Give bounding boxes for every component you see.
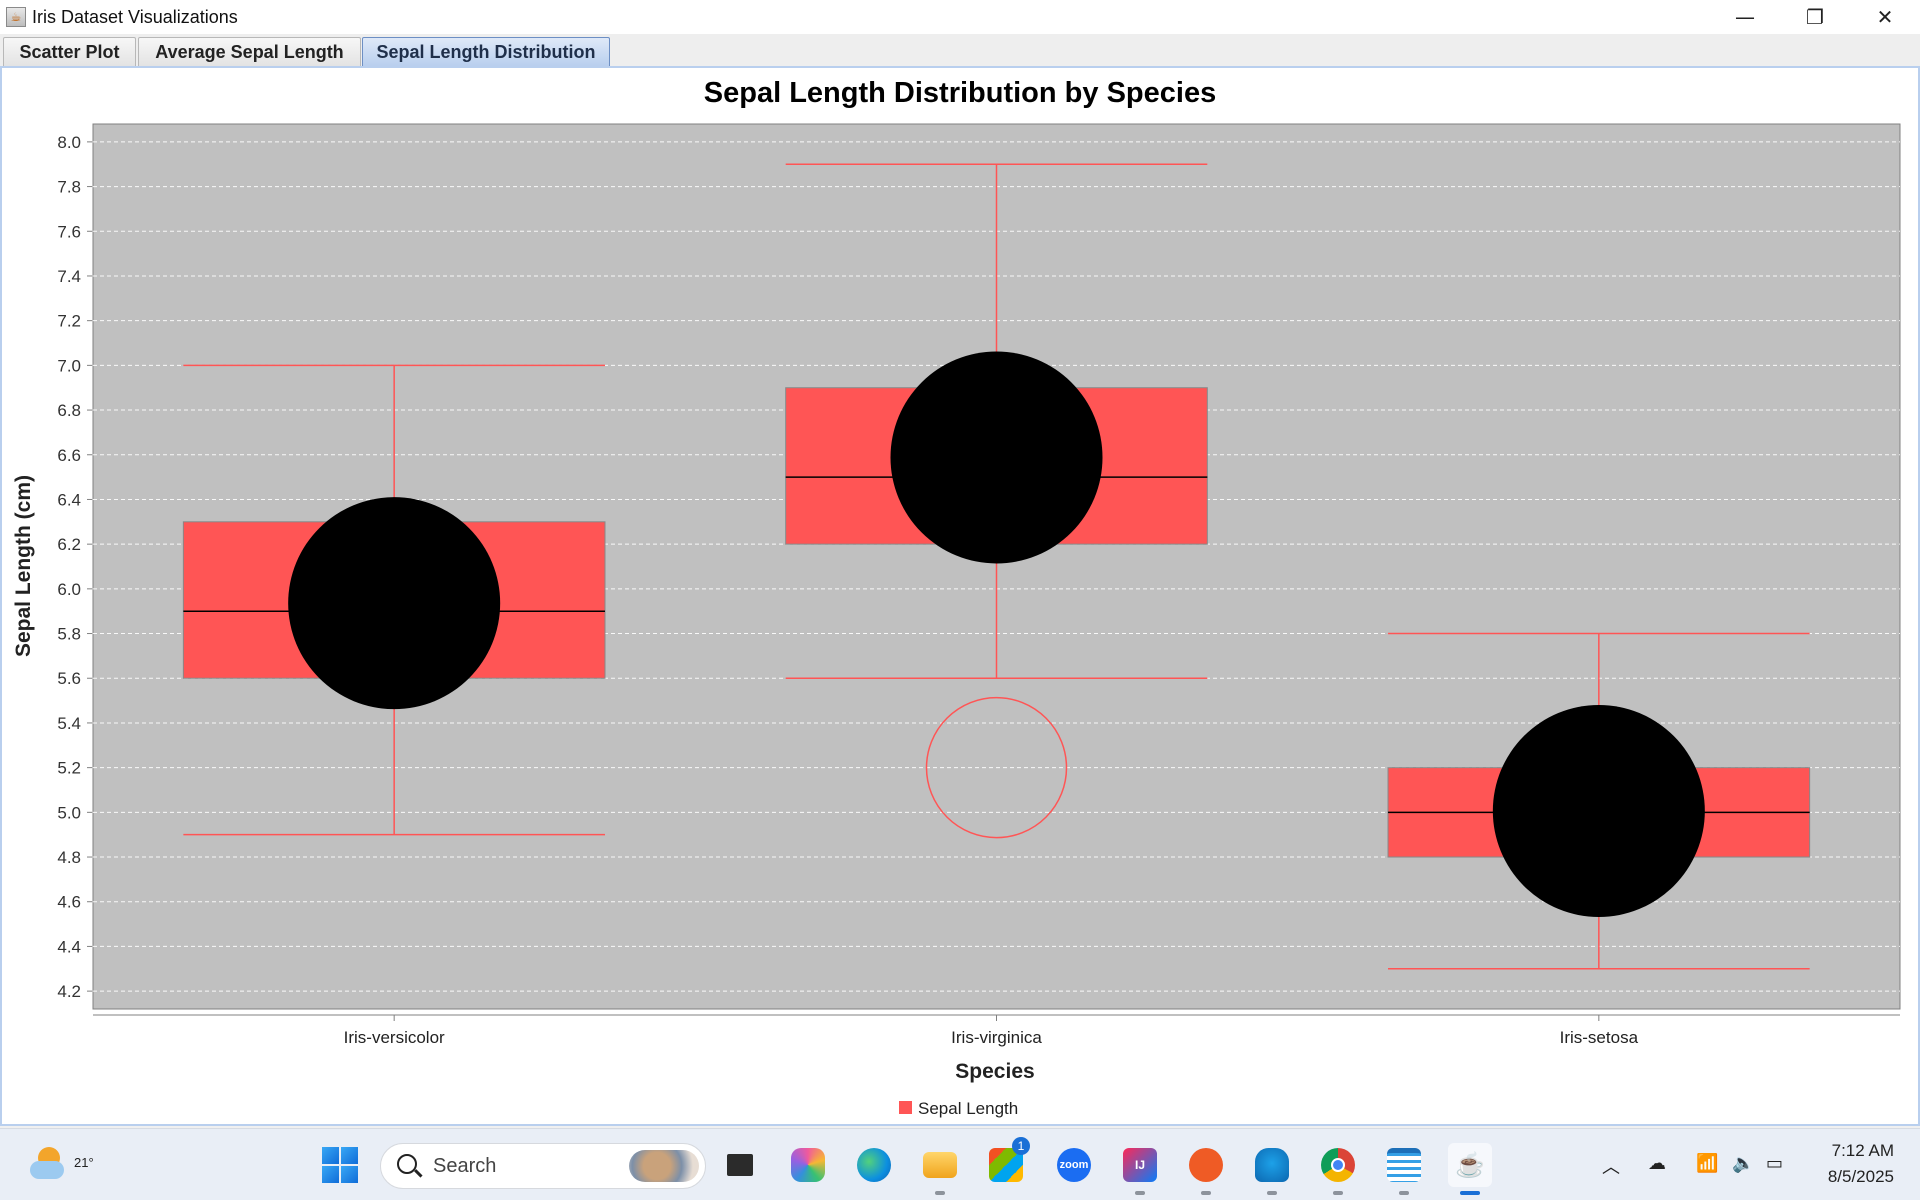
chart-panel: Sepal Length Distribution by Species 4.2… xyxy=(0,66,1920,1126)
volume-icon[interactable]: 🔈 xyxy=(1732,1153,1755,1174)
box-iris-setosa xyxy=(1387,632,1811,970)
search-highlight-image xyxy=(629,1150,699,1182)
y-tick-label: 7.4 xyxy=(57,267,81,286)
tab-sepal-length-distribution[interactable]: Sepal Length Distribution xyxy=(362,37,610,66)
box-iris-virginica xyxy=(785,163,1208,839)
java-app-icon: ☕ xyxy=(6,7,26,27)
x-axis-ticks: Iris-versicolor Iris-virginica Iris-setosa xyxy=(344,1015,1639,1047)
title-bar: ☕ Iris Dataset Visualizations — ❐ ✕ xyxy=(0,0,1920,34)
onedrive-offline-icon[interactable]: ☁ xyxy=(1648,1153,1666,1174)
box-iris-versicolor xyxy=(182,364,606,836)
clock-date[interactable]: 8/5/2025 xyxy=(1827,1167,1894,1186)
copilot-icon[interactable] xyxy=(786,1143,830,1187)
store-notification-badge: 1 xyxy=(1012,1137,1030,1155)
y-tick-label: 7.2 xyxy=(57,312,81,331)
box-plot-chart: Sepal Length Distribution by Species 4.2… xyxy=(12,77,1901,1118)
taskbar-search-box[interactable]: Search xyxy=(380,1143,706,1189)
y-tick-label: 6.0 xyxy=(57,580,81,599)
y-tick-label: 4.6 xyxy=(57,893,81,912)
window-title: Iris Dataset Visualizations xyxy=(32,6,238,27)
search-placeholder: Search xyxy=(433,1155,497,1177)
boxes xyxy=(182,163,1811,970)
windows-logo-tile xyxy=(341,1147,358,1164)
mysql-workbench-icon[interactable] xyxy=(1250,1143,1294,1195)
weather-temperature: 21° xyxy=(74,1155,94,1170)
chrome-browser-icon[interactable] xyxy=(1316,1143,1360,1195)
y-tick-label: 8.0 xyxy=(57,133,81,152)
microsoft-store-icon[interactable]: 1 xyxy=(984,1137,1030,1187)
y-tick-label: 7.8 xyxy=(57,178,81,197)
cloud-icon xyxy=(30,1161,64,1179)
weather-widget[interactable]: 21° xyxy=(26,1141,94,1189)
tab-average-sepal-length[interactable]: Average Sepal Length xyxy=(138,37,361,66)
taskbar: 21° Search 1 zoom IJ xyxy=(0,1128,1920,1200)
y-tick-label: 4.4 xyxy=(57,937,81,956)
y-tick-label: 7.0 xyxy=(57,356,81,375)
y-axis-label: Sepal Length (cm) xyxy=(12,475,35,657)
legend-label: Sepal Length xyxy=(918,1099,1018,1118)
clock-time[interactable]: 7:12 AM xyxy=(1831,1141,1894,1160)
x-tick-label: Iris-versicolor xyxy=(344,1028,445,1047)
y-tick-label: 5.6 xyxy=(57,669,81,688)
task-view-icon[interactable] xyxy=(718,1143,762,1187)
y-tick-label: 4.2 xyxy=(57,982,81,1001)
x-axis-label: Species xyxy=(955,1060,1034,1083)
notepad-icon[interactable] xyxy=(1382,1143,1426,1195)
wifi-icon[interactable]: 📶 xyxy=(1696,1153,1719,1174)
zoom-icon[interactable]: zoom xyxy=(1052,1143,1096,1187)
windows-start-button[interactable] xyxy=(322,1147,358,1183)
y-tick-label: 6.4 xyxy=(57,490,81,509)
restore-button[interactable]: ❐ xyxy=(1806,5,1824,29)
windows-logo-tile xyxy=(322,1166,339,1183)
tab-scatter-plot[interactable]: Scatter Plot xyxy=(3,37,136,66)
x-tick-label: Iris-setosa xyxy=(1560,1028,1639,1047)
mean-marker xyxy=(890,351,1103,564)
y-tick-label: 6.2 xyxy=(57,535,81,554)
outlier-point xyxy=(925,696,1068,839)
y-tick-label: 5.0 xyxy=(57,803,81,822)
y-tick-label: 5.2 xyxy=(57,759,81,778)
mean-marker xyxy=(288,497,501,710)
intellij-idea-icon[interactable]: IJ xyxy=(1118,1143,1162,1195)
y-axis-ticks: 4.2 4.4 4.6 4.8 5.0 5.2 5.4 5.6 5.8 6.0 6.2 6.4 6.6 6… xyxy=(57,133,92,1001)
mean-marker xyxy=(1492,704,1705,917)
show-hidden-icons-chevron-icon[interactable]: ︿ xyxy=(1602,1157,1620,1178)
x-tick-label: Iris-virginica xyxy=(951,1028,1042,1047)
y-tick-label: 6.6 xyxy=(57,446,81,465)
tab-strip: Scatter Plot Average Sepal Length Sepal … xyxy=(0,34,1920,66)
postman-icon[interactable] xyxy=(1184,1143,1228,1195)
close-button[interactable]: ✕ xyxy=(1876,5,1894,29)
windows-logo-tile xyxy=(341,1166,358,1183)
battery-icon[interactable]: ▭ xyxy=(1766,1153,1784,1174)
y-tick-label: 5.8 xyxy=(57,625,81,644)
java-application-icon[interactable]: ☕ xyxy=(1448,1143,1492,1195)
file-explorer-icon[interactable] xyxy=(918,1143,962,1195)
y-tick-label: 4.8 xyxy=(57,848,81,867)
y-tick-label: 6.8 xyxy=(57,401,81,420)
edge-browser-icon[interactable] xyxy=(852,1143,896,1187)
y-tick-label: 5.4 xyxy=(57,714,81,733)
windows-logo-tile xyxy=(322,1147,339,1164)
legend-swatch xyxy=(899,1101,912,1114)
minimize-button[interactable]: — xyxy=(1735,5,1755,29)
window-controls: — ❐ ✕ xyxy=(1710,0,1920,34)
search-icon xyxy=(397,1154,417,1174)
chart-title: Sepal Length Distribution by Species xyxy=(704,77,1216,109)
y-tick-label: 7.6 xyxy=(57,222,81,241)
